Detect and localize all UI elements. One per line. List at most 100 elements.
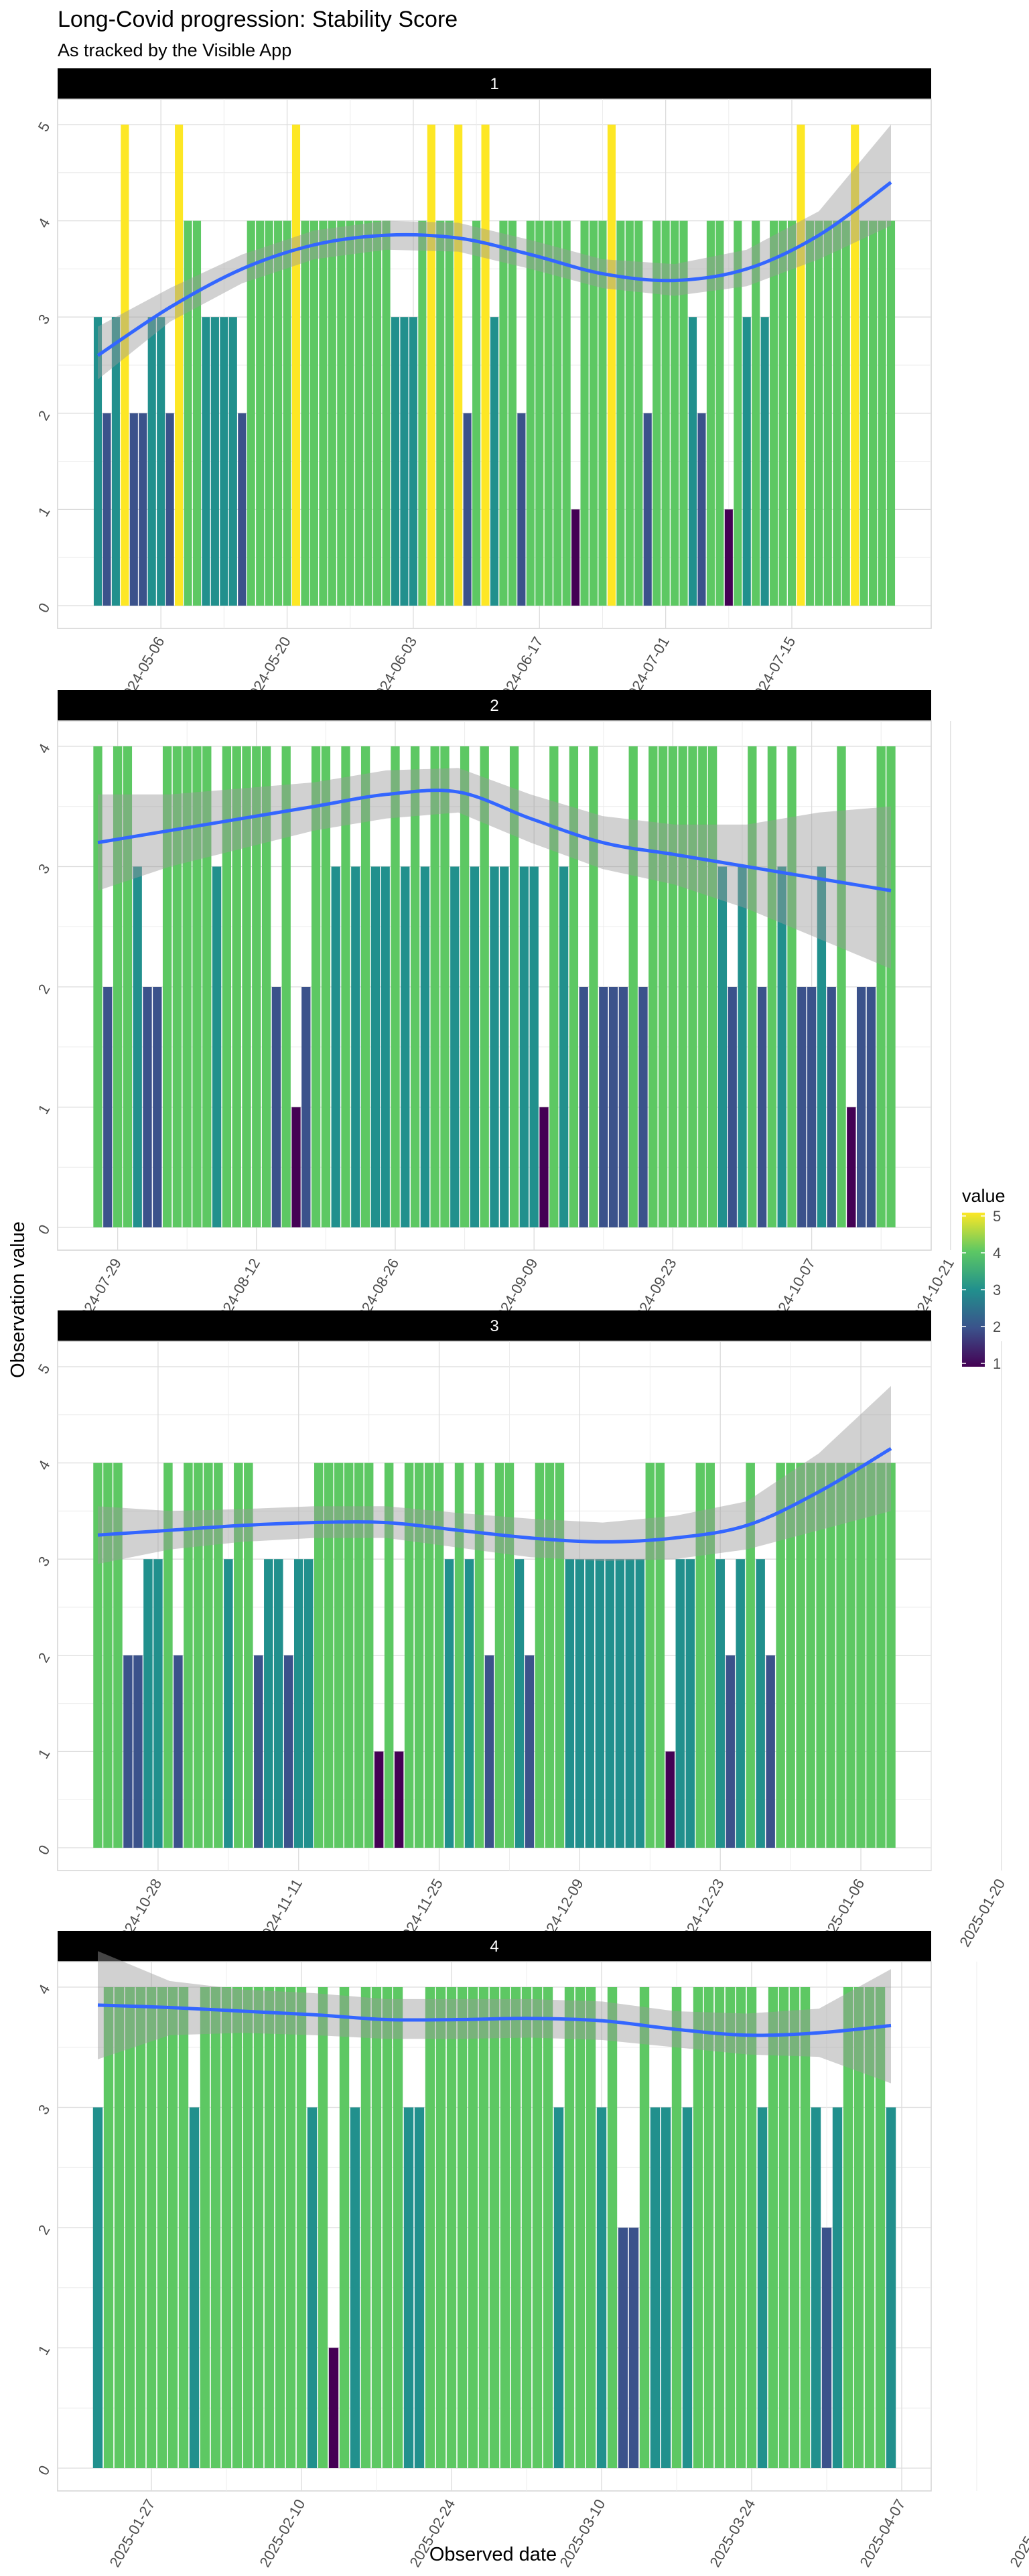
- bar: [653, 220, 661, 606]
- bar: [688, 317, 697, 606]
- bar: [232, 1987, 243, 2468]
- bar: [766, 1655, 775, 1848]
- bar: [261, 746, 271, 1227]
- bar: [374, 1751, 384, 1848]
- bar: [489, 1987, 500, 2468]
- bar: [153, 987, 162, 1227]
- bar: [202, 317, 210, 606]
- bar: [247, 220, 255, 606]
- bar: [394, 1751, 404, 1848]
- bar: [291, 1107, 301, 1227]
- bar: [821, 2228, 832, 2468]
- bar: [420, 866, 430, 1227]
- bar: [864, 1987, 875, 2468]
- bar: [575, 1559, 585, 1848]
- bar: [409, 317, 417, 606]
- y-tick-label: 2: [35, 981, 54, 997]
- bar: [500, 866, 509, 1227]
- bar: [605, 1559, 615, 1848]
- bar: [307, 2107, 318, 2468]
- bar: [301, 987, 311, 1227]
- bar: [504, 1463, 514, 1848]
- bar: [851, 125, 860, 606]
- bar: [470, 866, 480, 1227]
- bar: [200, 1987, 210, 2468]
- bar: [444, 1559, 454, 1848]
- y-tick-label: 5: [35, 1361, 54, 1377]
- bar: [165, 413, 174, 606]
- bar: [816, 1463, 825, 1848]
- bar: [123, 1655, 133, 1848]
- bar: [806, 1463, 815, 1848]
- bar: [575, 1987, 586, 2468]
- bar: [454, 1463, 464, 1848]
- bar: [866, 1463, 876, 1848]
- bar: [346, 220, 354, 606]
- bar: [521, 1987, 532, 2468]
- legend-title: value: [962, 1186, 1006, 1206]
- bar: [787, 746, 797, 1227]
- legend-label: 3: [993, 1282, 1001, 1298]
- bar: [805, 220, 814, 606]
- bar: [878, 220, 886, 606]
- bar: [564, 1987, 575, 2468]
- bar: [252, 746, 261, 1227]
- bar: [238, 413, 247, 606]
- bar: [113, 746, 123, 1227]
- bar: [841, 220, 850, 606]
- bar: [220, 317, 228, 606]
- bar: [371, 1987, 382, 2468]
- bar: [484, 1655, 494, 1848]
- bar: [328, 2348, 339, 2468]
- bar: [401, 866, 410, 1227]
- bar: [139, 413, 147, 606]
- bar: [294, 1559, 303, 1848]
- bar: [157, 317, 165, 606]
- bar: [607, 1987, 618, 2468]
- y-tick-label: 1: [35, 2342, 54, 2358]
- y-tick-label: 5: [35, 119, 54, 135]
- bar: [688, 746, 697, 1227]
- bar: [184, 220, 192, 606]
- bar: [726, 1655, 735, 1848]
- bar: [404, 1463, 414, 1848]
- bar: [634, 220, 643, 606]
- bar: [796, 1463, 805, 1848]
- bar: [103, 987, 113, 1227]
- facet-strip: [58, 1310, 931, 1341]
- bar: [539, 1107, 549, 1227]
- bar: [472, 220, 481, 606]
- bar: [403, 2107, 414, 2468]
- bar: [284, 1655, 293, 1848]
- bar: [427, 125, 435, 606]
- bar: [886, 220, 896, 606]
- bar: [244, 1463, 253, 1848]
- bar: [768, 1987, 778, 2468]
- bar: [310, 220, 318, 606]
- bar: [685, 1559, 695, 1848]
- bar: [339, 1987, 350, 2468]
- bar: [163, 1463, 173, 1848]
- bar: [509, 746, 519, 1227]
- bar: [113, 1463, 123, 1848]
- bar: [430, 746, 439, 1227]
- bar: [224, 1559, 233, 1848]
- bar: [586, 1987, 596, 2468]
- bar: [569, 746, 579, 1227]
- bar: [478, 1987, 489, 2468]
- bar: [264, 1559, 273, 1848]
- bar: [232, 746, 241, 1227]
- bar: [535, 220, 544, 606]
- bar: [746, 1463, 755, 1848]
- bar: [553, 2107, 564, 2468]
- bar: [675, 1559, 685, 1848]
- bar: [856, 987, 866, 1227]
- bar: [234, 1463, 243, 1848]
- bar: [760, 317, 769, 606]
- bar: [679, 220, 688, 606]
- bar: [797, 125, 805, 606]
- bar: [628, 746, 638, 1227]
- bar: [425, 1987, 435, 2468]
